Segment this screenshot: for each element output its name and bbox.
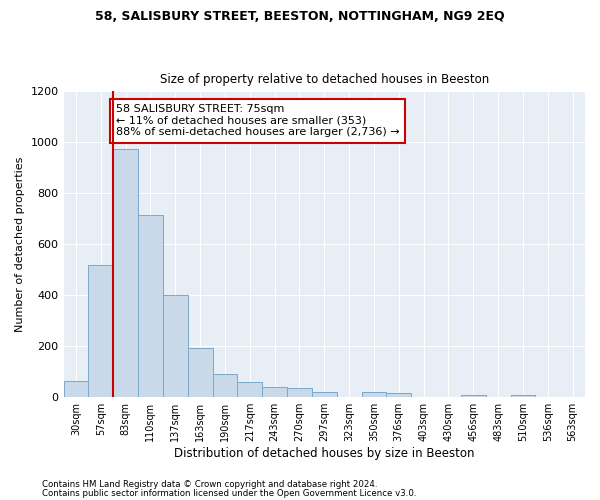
Bar — [163, 295, 188, 397]
Text: Contains public sector information licensed under the Open Government Licence v3: Contains public sector information licen… — [42, 488, 416, 498]
Text: 58, SALISBURY STREET, BEESTON, NOTTINGHAM, NG9 2EQ: 58, SALISBURY STREET, BEESTON, NOTTINGHA… — [95, 10, 505, 23]
Bar — [386, 392, 411, 397]
Y-axis label: Number of detached properties: Number of detached properties — [15, 156, 25, 332]
Bar — [511, 395, 535, 397]
Bar — [88, 264, 113, 397]
Bar — [362, 392, 386, 397]
Bar — [312, 392, 337, 397]
Bar — [287, 388, 312, 397]
Bar — [238, 382, 262, 397]
Text: 58 SALISBURY STREET: 75sqm
← 11% of detached houses are smaller (353)
88% of sem: 58 SALISBURY STREET: 75sqm ← 11% of deta… — [116, 104, 400, 138]
Bar — [461, 394, 485, 397]
Title: Size of property relative to detached houses in Beeston: Size of property relative to detached ho… — [160, 73, 489, 86]
Bar — [262, 386, 287, 397]
Text: Contains HM Land Registry data © Crown copyright and database right 2024.: Contains HM Land Registry data © Crown c… — [42, 480, 377, 489]
Bar — [188, 348, 212, 397]
Bar — [64, 380, 88, 397]
X-axis label: Distribution of detached houses by size in Beeston: Distribution of detached houses by size … — [174, 447, 475, 460]
Bar — [212, 374, 238, 397]
Bar — [138, 215, 163, 397]
Bar — [113, 148, 138, 397]
